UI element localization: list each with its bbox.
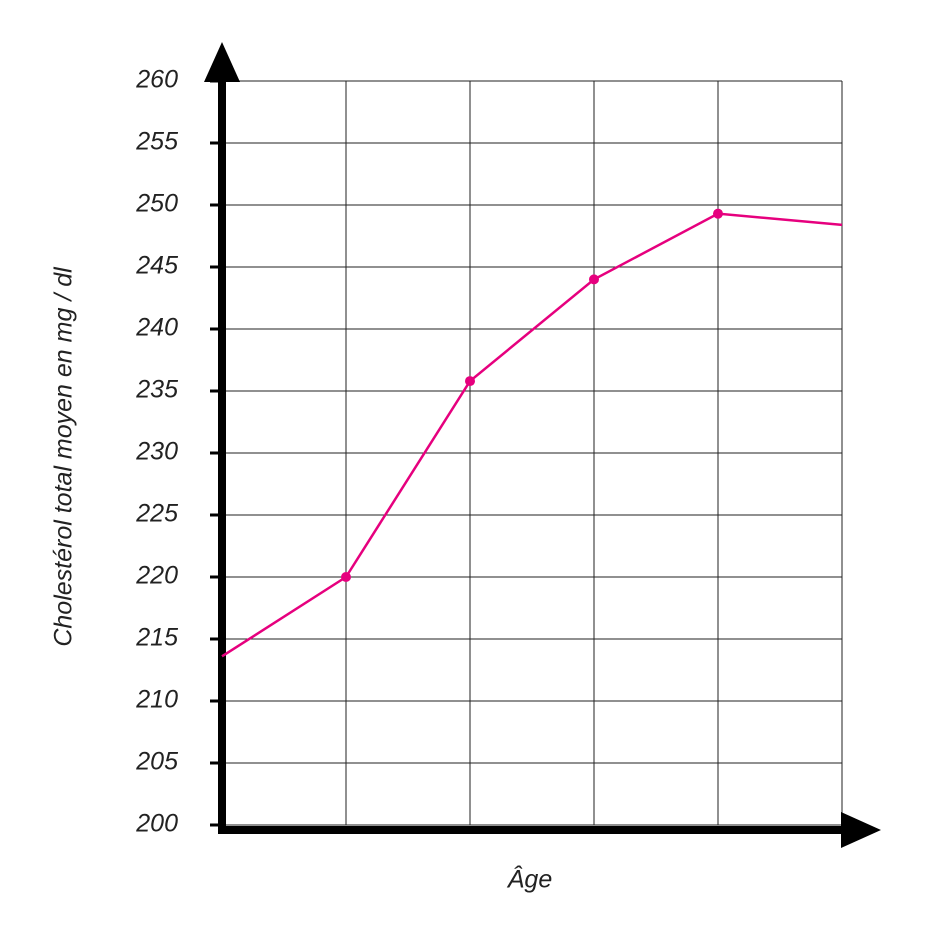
y-tick-label: 260 xyxy=(135,66,178,94)
y-tick-label: 230 xyxy=(135,438,178,466)
x-axis-title: Âge xyxy=(506,865,552,894)
y-axis-title: Cholestérol total moyen en mg / dl xyxy=(50,266,78,647)
y-tick-label: 220 xyxy=(135,562,178,590)
y-tick-label: 215 xyxy=(135,624,178,652)
y-tick-label: 255 xyxy=(135,128,178,156)
y-tick-label: 235 xyxy=(135,376,178,404)
y-tick-label: 250 xyxy=(135,190,178,218)
data-point xyxy=(589,274,599,285)
y-tick-label: 225 xyxy=(135,500,178,528)
y-tick-label: 240 xyxy=(135,314,178,342)
data-line xyxy=(221,212,843,658)
y-tick-label: 245 xyxy=(135,252,178,280)
y-tick-label: 200 xyxy=(135,810,178,838)
y-axis-arrow xyxy=(204,42,240,82)
y-tick-label: 210 xyxy=(135,686,178,714)
data-point xyxy=(465,376,475,387)
x-axis-arrow xyxy=(841,812,881,848)
y-tick-label: 205 xyxy=(135,748,178,776)
data-point xyxy=(713,208,723,219)
data-point xyxy=(341,572,351,582)
